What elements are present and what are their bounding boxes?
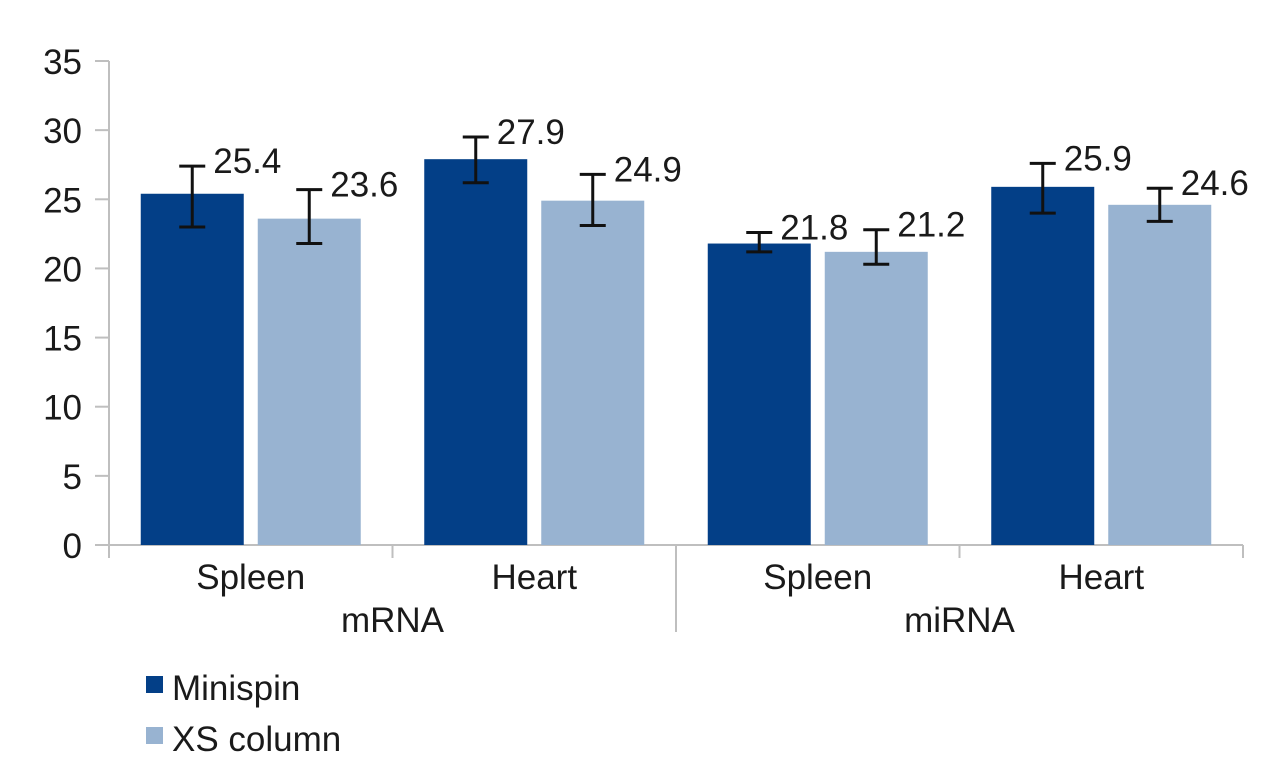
legend-swatch-xs-column — [146, 727, 163, 744]
data-label-1-2: 21.2 — [897, 206, 965, 245]
data-label-0-1: 27.9 — [497, 113, 565, 152]
bar-xs-column-1 — [541, 200, 645, 545]
data-label-1-3: 24.6 — [1181, 164, 1249, 203]
bar-xs-column-0 — [257, 218, 361, 545]
x-group-label-1: miRNA — [904, 601, 1015, 640]
y-tick-label-25: 25 — [43, 181, 82, 220]
legend-label-minispin: Minispin — [172, 669, 300, 708]
y-tick-label-35: 35 — [43, 43, 82, 82]
x-category-label-1: Heart — [491, 558, 577, 597]
y-tick-label-0: 0 — [63, 527, 82, 566]
bar-minispin-1 — [424, 159, 528, 545]
y-tick-label-20: 20 — [43, 250, 82, 289]
x-category-label-2: Spleen — [763, 558, 872, 597]
bar-minispin-2 — [707, 243, 811, 545]
y-tick-label-5: 5 — [63, 458, 82, 497]
bar-minispin-3 — [991, 186, 1095, 545]
bar-minispin-0 — [140, 193, 244, 546]
x-group-label-0: mRNA — [341, 601, 445, 640]
data-label-0-2: 21.8 — [780, 208, 848, 247]
data-label-0-0: 25.4 — [213, 142, 281, 181]
bar-xs-column-3 — [1108, 204, 1212, 545]
data-label-0-3: 25.9 — [1064, 139, 1132, 178]
data-label-1-1: 24.9 — [614, 150, 682, 189]
y-tick-label-10: 10 — [43, 389, 82, 428]
bar-xs-column-2 — [824, 251, 928, 545]
y-tick-label-30: 30 — [43, 112, 82, 151]
legend-label-xs-column: XS column — [172, 720, 341, 759]
x-category-label-0: Spleen — [196, 558, 305, 597]
y-tick-label-15: 15 — [43, 320, 82, 359]
data-label-1-0: 23.6 — [330, 166, 398, 205]
legend-swatch-minispin — [146, 676, 163, 693]
x-category-label-3: Heart — [1058, 558, 1144, 597]
